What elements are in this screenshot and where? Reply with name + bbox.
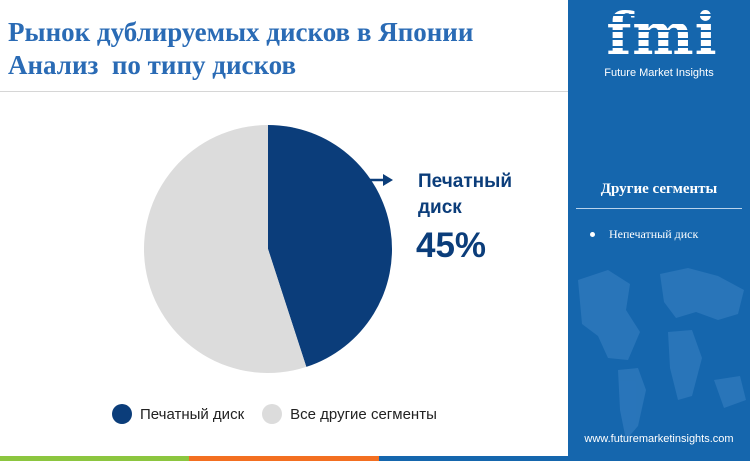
world-map-icon <box>578 268 746 440</box>
bottom-bar-segment-green <box>0 456 190 461</box>
legend-label-printed: Печатный диск <box>140 405 245 423</box>
sidebar-list: Непечатный диск <box>590 227 698 242</box>
legend-swatch-printed <box>112 404 132 424</box>
sidebar-list-item: Непечатный диск <box>590 227 698 242</box>
logo-stripes <box>590 14 730 62</box>
pie-chart <box>143 125 392 373</box>
chart-legend: Печатный диск Все другие сегменты <box>112 401 455 427</box>
title-divider <box>0 91 568 92</box>
page-title: Рынок дублируемых дисков в Японии Анализ… <box>8 16 563 82</box>
bottom-color-bar <box>0 456 568 461</box>
title-line-1: Рынок дублируемых дисков в Японии <box>8 17 474 47</box>
bottom-bar-segment-blue <box>378 456 568 461</box>
website-link[interactable]: www.futuremarketinsights.com <box>584 433 734 445</box>
callout-label: Печатный диск <box>418 171 513 218</box>
brand-name: Future Market Insights <box>604 67 714 79</box>
legend-item-others: Все другие сегменты <box>262 404 437 424</box>
bullet-icon <box>590 232 595 237</box>
bottom-bar-segment-orange <box>189 456 379 461</box>
pie-slice-other-segments <box>143 125 307 373</box>
legend-item-printed: Печатный диск <box>112 404 244 424</box>
legend-label-others: Все другие сегменты <box>290 405 437 423</box>
callout-arrow-icon <box>370 174 393 186</box>
pie-slice-printed-disc <box>268 125 392 367</box>
sidebar-list-item-label: Непечатный диск <box>609 227 699 241</box>
sidebar-heading: Другие сегменты <box>600 181 718 197</box>
legend-swatch-others <box>262 404 283 424</box>
title-line-2: Анализ по типу дисков <box>8 50 297 80</box>
callout-value: 45% <box>416 226 487 265</box>
sidebar-divider <box>576 208 742 209</box>
sidebar-panel: fmi Future Market Insights Другие сегмен… <box>568 0 750 461</box>
